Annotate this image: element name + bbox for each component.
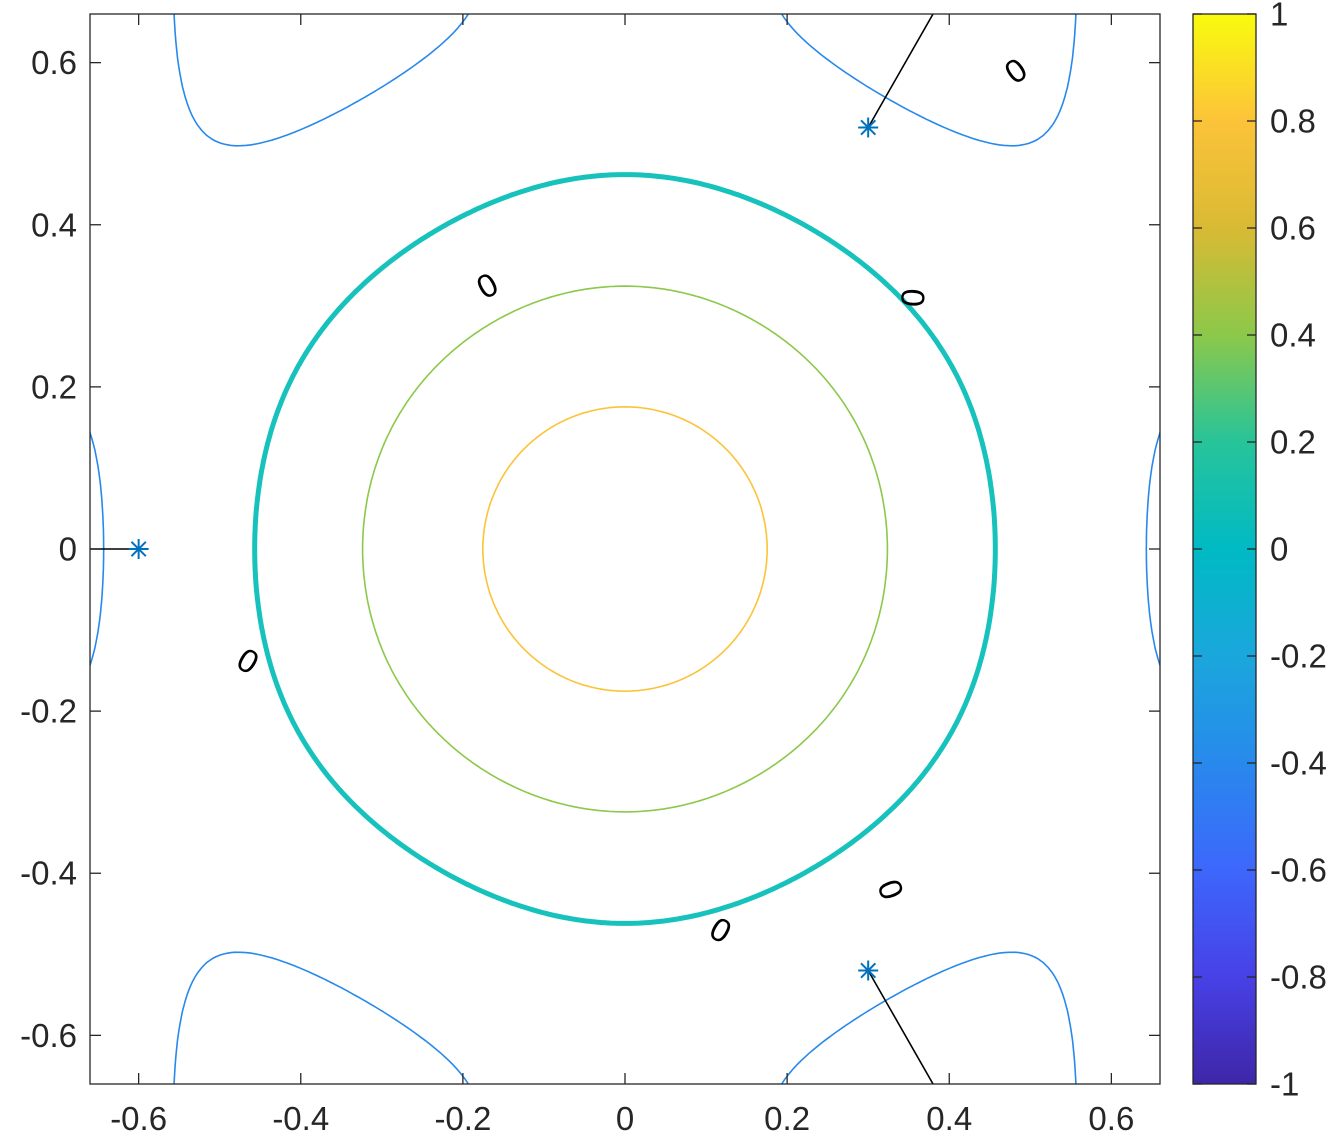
y-tick-label: 0 [59,531,77,568]
colorbar-tick-label: 0.6 [1270,210,1316,247]
colorbar: 1 0.8 0.6 0.4 0.2 0 -0.2 -0.4 -0.6 -0.8 -1 [1192,0,1327,1103]
y-tick-label: -0.2 [20,693,77,730]
colorbar-tick-label: -0.4 [1270,745,1327,782]
x-tick-label: -0.6 [110,1100,167,1137]
marker-connector-line-2 [867,970,934,1084]
colorbar-tick-label: -0.6 [1270,852,1327,889]
y-tick-label: 0.4 [31,206,77,243]
y-tick-label: -0.6 [20,1017,77,1054]
marker-connector-line-1 [867,14,934,128]
colorbar-tick-label: 0.2 [1270,424,1316,461]
colorbar-tick-label: 0.8 [1270,103,1316,140]
colorbar-tick-label: 0.4 [1270,317,1316,354]
markers [128,117,879,981]
asterisk-marker-1 [858,117,879,138]
contour-level-0p4 [361,285,889,813]
x-tick-label: 0.2 [764,1100,810,1137]
colorbar-tick-label: -0.2 [1270,638,1327,675]
contour-level-0p8 [482,406,768,692]
contour-lines [90,14,1160,1084]
asterisk-marker-0 [128,539,149,559]
x-tick-label: 0 [616,1100,634,1137]
x-tick-label: 0.6 [1088,1100,1134,1137]
plot-background [90,14,1160,1084]
colorbar-tick-label: -1 [1270,1066,1299,1103]
colorbar-tick-label: -0.8 [1270,959,1327,996]
colorbar-tick-label: 0 [1270,531,1288,568]
contour-level-0 [252,172,998,926]
colorbar-bar [1192,13,1257,1085]
contour-level-neg0p4 [90,14,1160,1084]
axes: -0.6 -0.4 -0.2 0 0.2 0.4 0.6 0.6 0.4 0.2 0 -0.2 -0.4… [20,13,1161,1137]
contour-level-label-1: 0 [894,288,932,308]
y-tick-label: 0.6 [31,44,77,81]
y-tick-label: -0.4 [20,855,77,892]
asterisk-marker-2 [858,960,879,981]
y-tick-label: 0.2 [31,368,77,405]
x-tick-label: -0.2 [434,1100,491,1137]
x-tick-label: 0.4 [926,1100,972,1137]
x-tick-label: -0.4 [272,1100,329,1137]
colorbar-tick-label: 1 [1270,0,1288,33]
